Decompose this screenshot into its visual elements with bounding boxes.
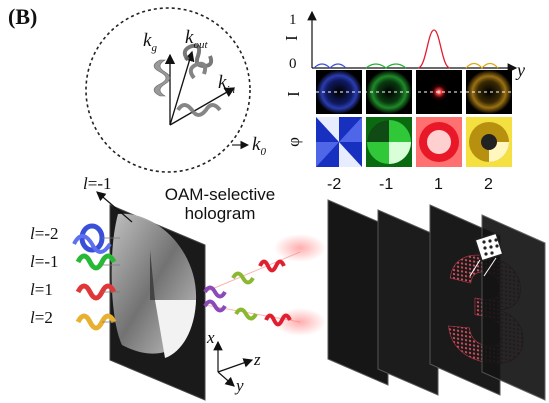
- intensity-row-label: I: [283, 91, 303, 97]
- axis-y-label: y: [236, 376, 244, 395]
- beam-wave-red-lower: [264, 313, 292, 327]
- k-out-label: kout: [185, 27, 208, 51]
- intensity-profile-plot: [307, 10, 518, 167]
- profile-curve-l-1: [365, 63, 407, 69]
- beam-wave-green-lower: [234, 307, 258, 321]
- phase-cell-l1: [416, 117, 462, 167]
- mode-label-l-1: l=-1: [30, 252, 59, 271]
- profile-curve-l-2: [313, 63, 347, 69]
- phase-cell-l2: [466, 117, 512, 167]
- mode-label-l2: l=2: [30, 308, 53, 327]
- k-out-arrow: [169, 50, 195, 126]
- profile-y-label: I: [281, 35, 301, 41]
- profile-curve-l1: [417, 29, 451, 69]
- coordinate-axes: [213, 340, 254, 387]
- panel-label: (B): [8, 4, 38, 29]
- k-g-label: kg: [143, 30, 157, 54]
- beam-wave-purple-lower: [203, 299, 227, 313]
- mode-label-l1: l=1: [30, 280, 53, 299]
- oam-hologram: [109, 204, 206, 401]
- axis-x-label: x: [207, 328, 215, 347]
- column-label-l-2: -2: [327, 176, 342, 193]
- hologram-title-line2: hologram: [184, 204, 256, 223]
- mode-pointer-arrow: [96, 191, 133, 223]
- phase-cell-l-2: [316, 117, 362, 167]
- profile-curve-l2: [465, 62, 499, 69]
- plane-4: [481, 214, 546, 401]
- hologram-title-line1: OAM-selective: [164, 185, 276, 204]
- input-oam-wavefronts: [72, 223, 120, 331]
- profile-y-bottom: 0: [289, 56, 297, 72]
- grey-helix-wavefronts: [153, 43, 222, 117]
- profile-x-label: y: [517, 60, 525, 80]
- hologram-title: OAM-selective hologram: [145, 185, 295, 223]
- k-0-label: k0: [252, 134, 266, 158]
- phase-row: [316, 117, 512, 167]
- beam-wave-red-upper: [258, 259, 286, 273]
- column-label-l-1: -1: [379, 176, 394, 193]
- beam-wave-green-upper: [231, 271, 255, 285]
- hologram-sector: [155, 300, 196, 358]
- column-label-l1: 1: [434, 176, 443, 193]
- intensity-row: [316, 70, 512, 114]
- k-in-label: kin: [218, 72, 235, 96]
- axis-z-label: z: [254, 350, 261, 369]
- k-space-diagram: [85, 7, 251, 173]
- zoom-inset: [469, 232, 504, 277]
- beam-wave-purple-upper: [203, 285, 227, 299]
- wavefront-l1: [75, 283, 117, 301]
- mode-label-l-2: l=-2: [30, 224, 59, 243]
- phase-cell-l-1: [366, 117, 412, 167]
- k-in-arrow: [169, 87, 236, 126]
- diffracted-beams: [203, 234, 326, 336]
- ewald-circle: [85, 7, 251, 173]
- column-label-l2: 2: [484, 176, 493, 193]
- output-planes: 3: [327, 199, 546, 401]
- mode-label-top: l=-1: [83, 174, 112, 193]
- wavefront-l-1: [75, 253, 117, 271]
- profile-y-top: 1: [289, 12, 297, 28]
- plane-1: [327, 199, 389, 386]
- plane-2: [377, 209, 439, 396]
- wavefront-l-2: [72, 223, 112, 254]
- phase-row-label: φ: [283, 137, 303, 147]
- wavefront-l2: [75, 313, 117, 331]
